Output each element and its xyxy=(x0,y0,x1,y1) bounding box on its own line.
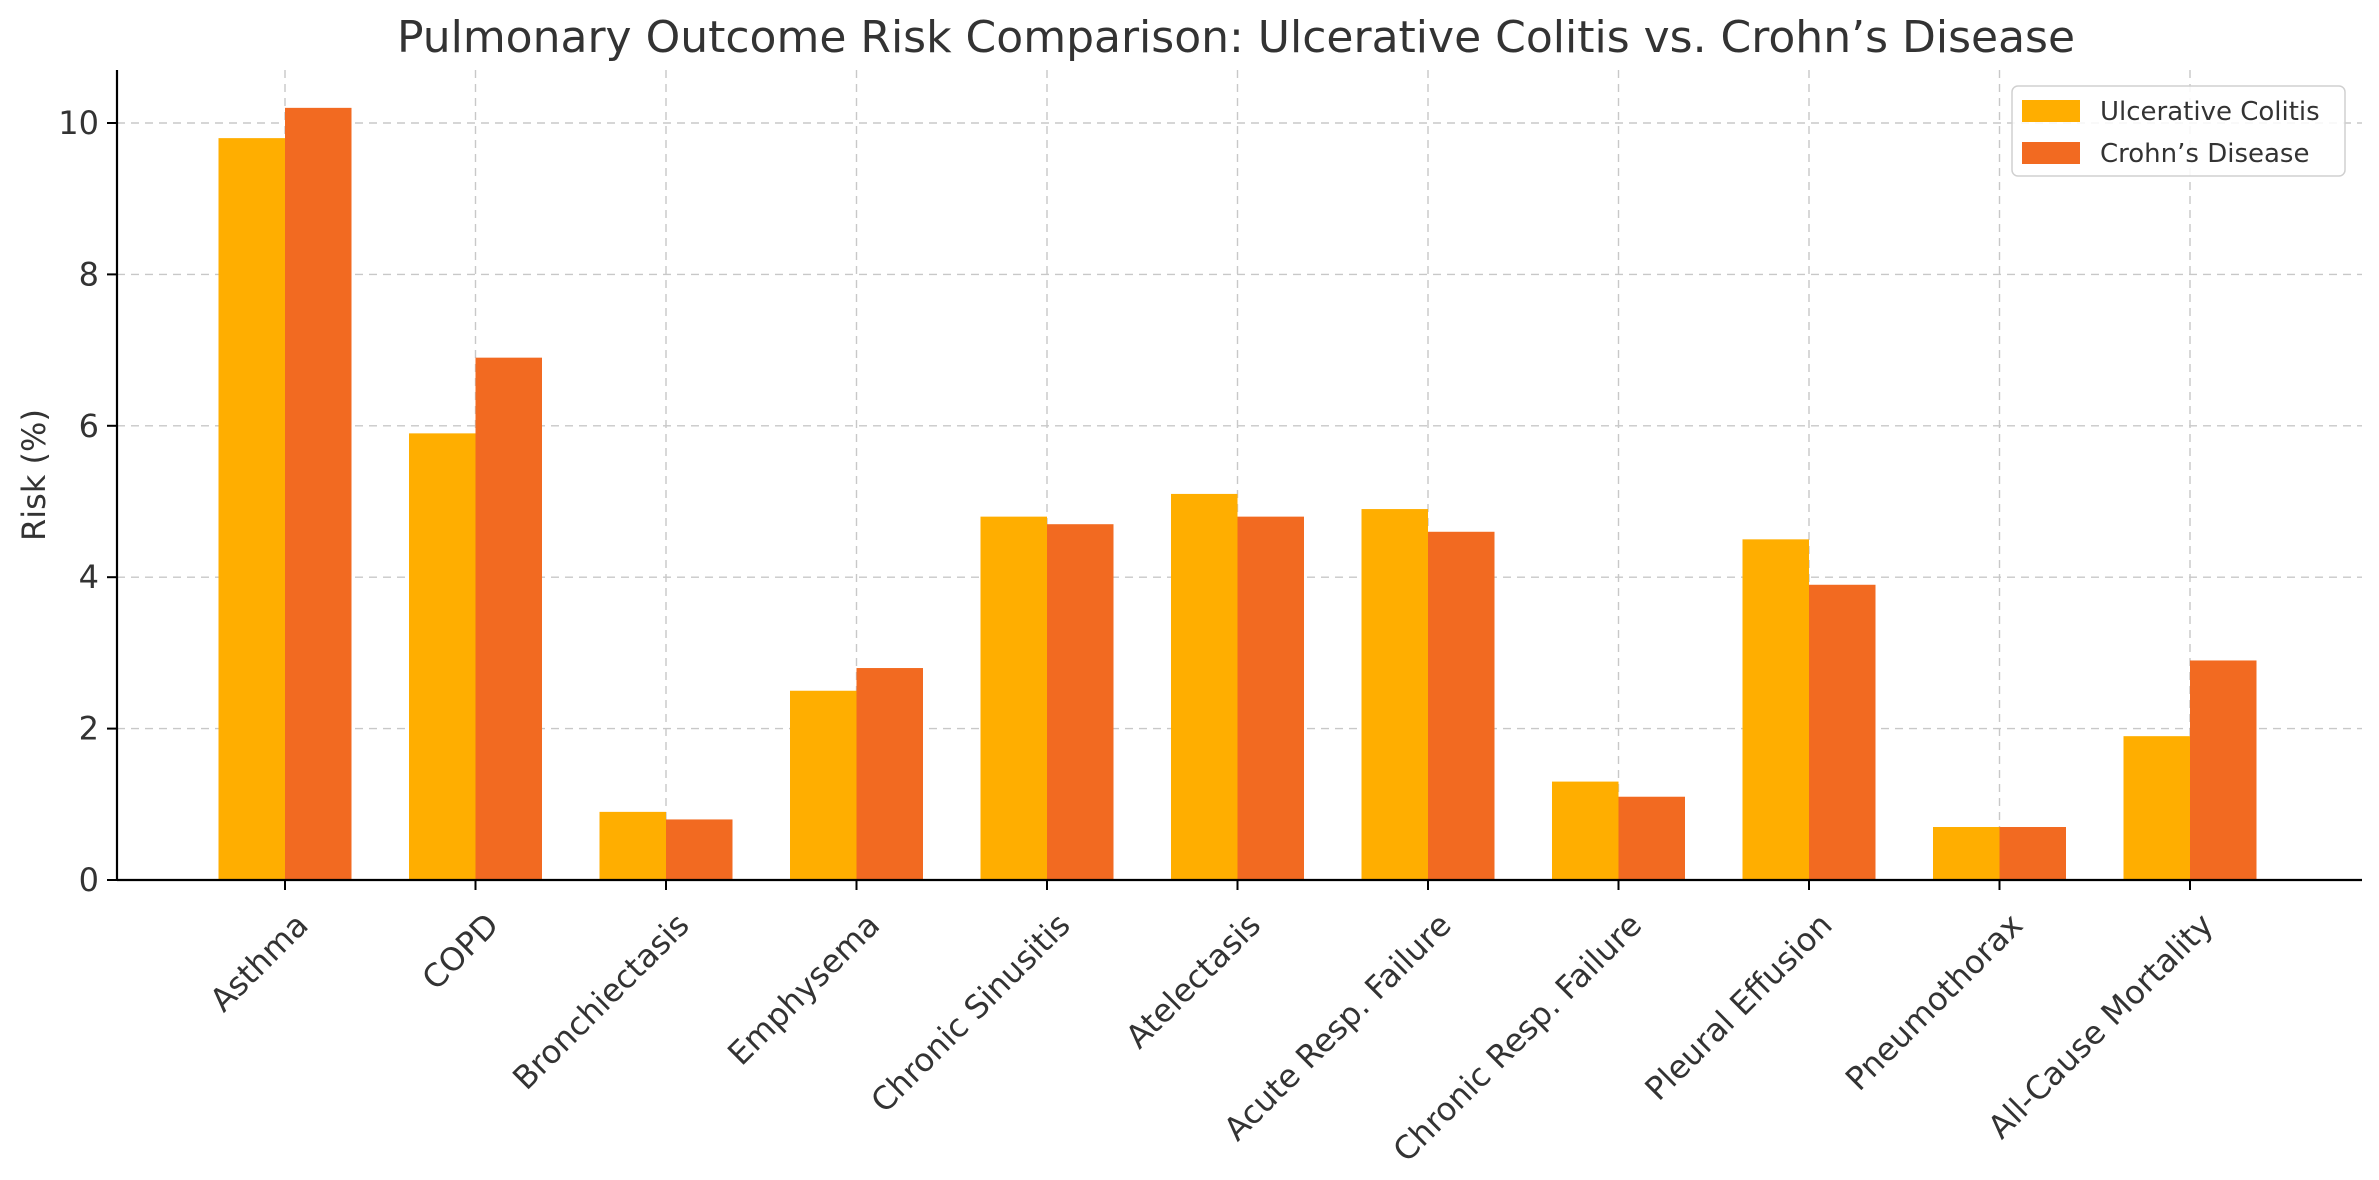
x-tick-label: COPD xyxy=(415,906,507,998)
bar-crohns-disease xyxy=(666,819,733,880)
bar-ulcerative-colitis xyxy=(1933,827,2000,880)
x-tick-label: Chronic Sinusitis xyxy=(863,906,1077,1120)
x-tick-label: Pneumothorax xyxy=(1838,906,2030,1098)
chart-title: Pulmonary Outcome Risk Comparison: Ulcer… xyxy=(397,12,2075,63)
bar-crohns-disease xyxy=(475,357,542,880)
x-tick-label: Atelectasis xyxy=(1118,906,1268,1056)
bar-crohns-disease xyxy=(285,107,352,880)
legend-swatch xyxy=(2022,142,2080,164)
bar-crohns-disease xyxy=(1999,827,2066,880)
y-tick-label: 8 xyxy=(79,255,99,293)
bar-ulcerative-colitis xyxy=(599,811,666,880)
bar-crohns-disease xyxy=(856,668,923,880)
y-tick-labels: 0 2 4 6 8 10 xyxy=(58,104,99,899)
legend-swatch xyxy=(2022,100,2080,122)
y-tick-label: 6 xyxy=(79,407,99,445)
x-tick-label: Bronchiectasis xyxy=(505,906,696,1097)
bar-crohns-disease xyxy=(1237,516,1304,880)
bar-ulcerative-colitis xyxy=(1552,781,1619,880)
y-axis-label: Risk (%) xyxy=(15,409,53,541)
y-tick-label: 4 xyxy=(79,558,99,596)
axes xyxy=(107,70,2362,890)
bar-ulcerative-colitis xyxy=(409,433,476,880)
bar-ulcerative-colitis xyxy=(1361,509,1428,880)
bar-crohns-disease xyxy=(1618,796,1685,880)
legend-box xyxy=(2011,85,2346,177)
legend: Ulcerative Colitis Crohn’s Disease xyxy=(2011,85,2346,177)
x-tick-label: Asthma xyxy=(202,906,315,1019)
y-tick-label: 0 xyxy=(79,861,99,899)
y-tick-label: 10 xyxy=(58,104,99,142)
legend-label: Crohn’s Disease xyxy=(2100,139,2309,169)
bar-ulcerative-colitis xyxy=(1171,493,1238,880)
x-tick-label: Emphysema xyxy=(720,906,887,1073)
bar-ulcerative-colitis xyxy=(218,138,285,880)
bar-crohns-disease xyxy=(1047,524,1114,880)
bar-ulcerative-colitis xyxy=(790,690,857,880)
y-tick-label: 2 xyxy=(79,710,99,748)
bar-ulcerative-colitis xyxy=(2123,736,2190,880)
bar-crohns-disease xyxy=(1809,584,1876,880)
x-tick-label: Pleural Effusion xyxy=(1637,906,1839,1108)
x-tick-labels: Asthma COPD Bronchiectasis EmphysemaChronic… xyxy=(202,906,2220,1170)
bars xyxy=(218,107,2257,880)
bar-crohns-disease xyxy=(1428,531,1495,880)
bar-crohns-disease xyxy=(2190,660,2257,880)
bar-ulcerative-colitis xyxy=(980,516,1047,880)
legend-label: Ulcerative Colitis xyxy=(2100,97,2320,127)
bar-ulcerative-colitis xyxy=(1742,539,1809,880)
